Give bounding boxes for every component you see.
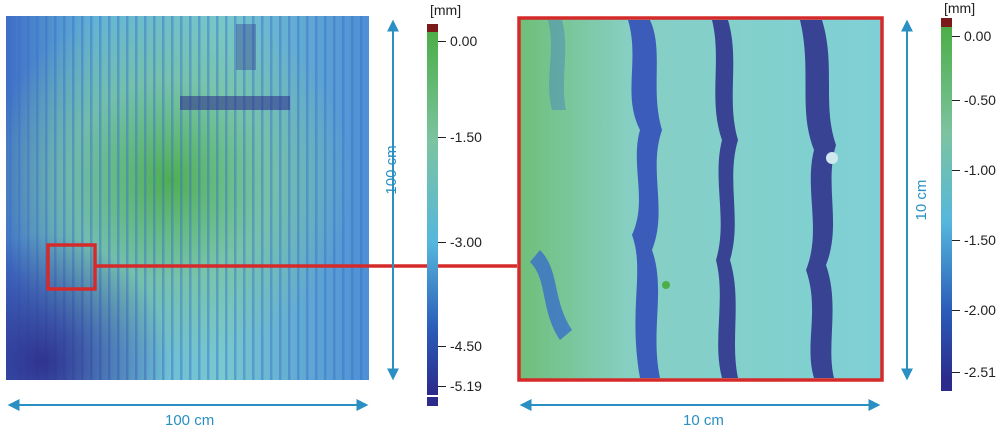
left-colorbar-tick: -1.50	[438, 129, 482, 145]
zoomed-surface-map	[519, 18, 882, 380]
left-colorbar	[427, 24, 438, 406]
right-colorbar-tick: -0.50	[952, 92, 996, 108]
left-colorbar-tick: -4.50	[438, 338, 482, 354]
left-height-label: 100 cm	[383, 145, 400, 195]
zoomed-frame	[517, 16, 884, 382]
right-colorbar-tick: -1.00	[952, 162, 996, 178]
right-colorbar-unit: [mm]	[944, 0, 976, 16]
left-colorbar-unit: [mm]	[430, 2, 462, 18]
right-colorbar-tick: -1.50	[952, 232, 996, 248]
right-colorbar-tick: 0.00	[952, 28, 991, 44]
left-colorbar-tick: -3.00	[438, 234, 482, 250]
right-height-label: 10 cm	[913, 179, 930, 221]
right-width-label: 10 cm	[683, 412, 724, 429]
right-colorbar-tick: -2.51	[952, 364, 996, 380]
right-colorbar	[941, 18, 952, 391]
overview-surface-map	[6, 16, 369, 380]
right-colorbar-tick: -2.00	[952, 302, 996, 318]
left-colorbar-tick: -5.19	[438, 378, 482, 394]
left-colorbar-tick: 0.00	[438, 33, 477, 49]
left-width-label: 100 cm	[165, 412, 215, 429]
